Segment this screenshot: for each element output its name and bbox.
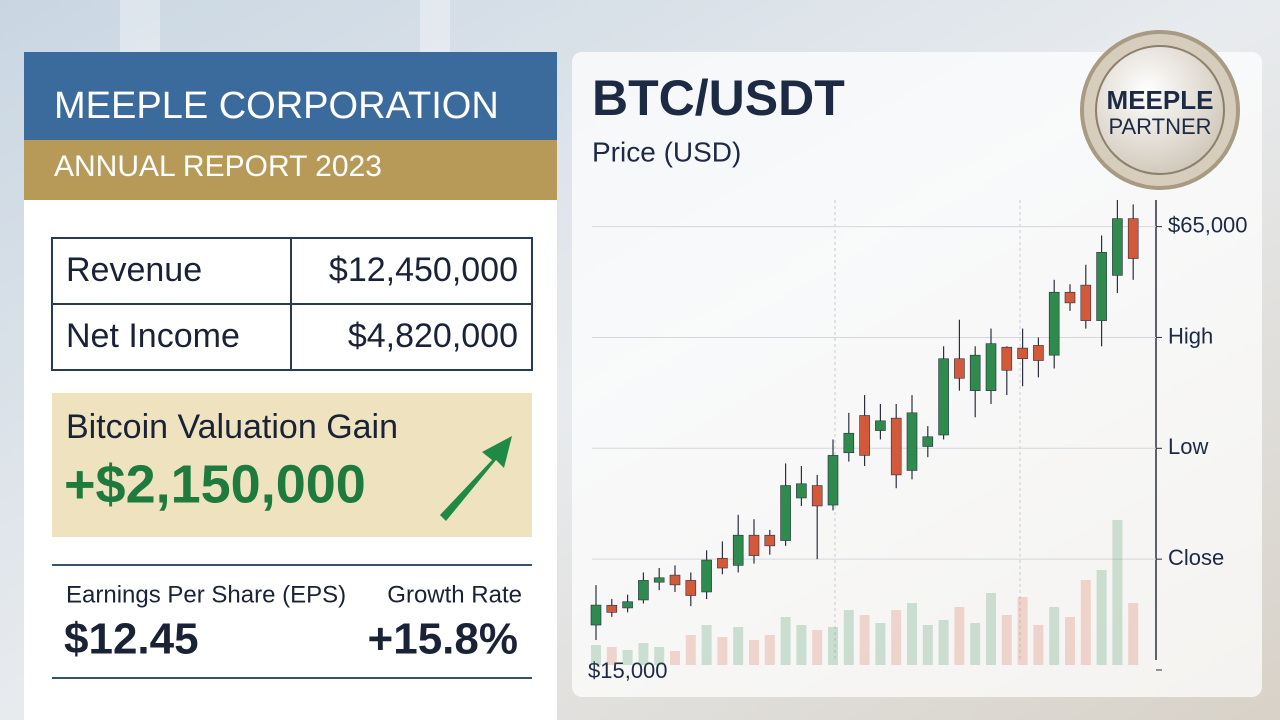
- candle-body: [669, 574, 681, 586]
- y-tick-label: $15,000: [588, 658, 668, 683]
- subheader-band: [24, 140, 557, 200]
- chart-panel: [572, 52, 1262, 697]
- candle-body: [843, 432, 855, 454]
- candle-body: [732, 534, 744, 566]
- header-band: [24, 52, 557, 140]
- volume-bar: [749, 640, 759, 665]
- candle-body: [969, 354, 981, 391]
- volume-bar: [1065, 617, 1075, 665]
- candle-body: [906, 412, 918, 471]
- volume-bar: [1096, 570, 1107, 665]
- candle-body: [780, 485, 791, 541]
- row-label: Net Income: [66, 317, 240, 355]
- volume-bar: [859, 615, 870, 665]
- volume-bar: [591, 645, 601, 665]
- candle-body: [1096, 252, 1107, 321]
- metric-label: Earnings Per Share (EPS): [66, 581, 346, 608]
- volume-bar: [1080, 580, 1091, 665]
- metric-value: +15.8%: [368, 615, 518, 664]
- volume-bar: [764, 635, 775, 665]
- volume-bar: [922, 625, 933, 665]
- volume-bar: [1112, 520, 1123, 665]
- candle-body: [653, 577, 665, 583]
- up-arrow: [440, 436, 512, 521]
- volume-bar: [685, 635, 696, 665]
- volume-bar: [843, 610, 854, 665]
- y-tick-label: Low: [1168, 434, 1208, 459]
- y-tick-label: Close: [1168, 545, 1224, 570]
- volume-bar: [970, 623, 981, 665]
- candle-body: [796, 483, 807, 499]
- highlight-value: +$2,150,000: [64, 454, 366, 514]
- volume-bar: [638, 643, 649, 665]
- volume-bar: [986, 593, 996, 665]
- candle-body: [1080, 284, 1092, 321]
- candle-body: [764, 534, 776, 547]
- candle-body: [622, 601, 633, 609]
- volume-bar: [812, 630, 823, 665]
- volume-bar: [717, 637, 728, 665]
- volume-bar: [670, 651, 680, 665]
- candle-body: [985, 343, 997, 391]
- candle-body: [1017, 347, 1028, 360]
- volume-bar: [1001, 615, 1012, 665]
- candle-body: [1127, 218, 1139, 259]
- candle-body: [938, 358, 949, 436]
- candle-body: [1048, 291, 1060, 356]
- candle-body: [701, 559, 712, 593]
- volume-bar: [1017, 597, 1028, 665]
- badge-text: PARTNER: [1108, 114, 1211, 139]
- row-value: $12,450,000: [329, 251, 518, 289]
- candle-body: [748, 534, 760, 556]
- volume-bar: [875, 623, 886, 665]
- volume-bar: [907, 603, 917, 665]
- y-tick-label: $65,000: [1168, 212, 1248, 237]
- volume-bar: [1128, 603, 1139, 665]
- volume-bar: [954, 607, 965, 665]
- volume-bar: [622, 650, 633, 665]
- y-tick-label: High: [1168, 323, 1213, 348]
- volume-bar: [828, 627, 838, 665]
- candle-body: [922, 436, 934, 447]
- candle-body: [606, 604, 618, 613]
- chart-subtitle: Price (USD): [592, 136, 741, 167]
- row-value: $4,820,000: [348, 317, 518, 355]
- candle-body: [1001, 346, 1013, 371]
- volume-bar: [938, 620, 949, 665]
- candle-body: [1064, 291, 1076, 304]
- volume-bar: [701, 625, 712, 665]
- company-name: MEEPLE CORPORATION: [54, 85, 499, 127]
- volume-bar: [891, 610, 902, 665]
- candle-body: [590, 604, 602, 626]
- badge: [1095, 45, 1225, 175]
- volume-bar: [1049, 607, 1060, 665]
- candle-body: [1033, 345, 1044, 361]
- report-title: ANNUAL REPORT 2023: [54, 150, 382, 183]
- candle-body: [875, 420, 886, 431]
- candle-body: [890, 417, 902, 476]
- row-label: Revenue: [66, 251, 202, 289]
- highlight-label: Bitcoin Valuation Gain: [66, 408, 398, 446]
- metric-label: Growth Rate: [387, 581, 522, 608]
- metric-value: $12.45: [64, 615, 199, 664]
- chart-title: BTC/USDT: [592, 70, 845, 126]
- volume-bar: [780, 617, 791, 665]
- volume-bar: [1033, 625, 1044, 665]
- candle-body: [954, 358, 965, 379]
- volume-bar: [654, 647, 665, 665]
- candle-body: [827, 455, 839, 506]
- plot: $15,000 Close Low High $65,000: [588, 200, 1248, 683]
- volume-bar: [606, 647, 617, 665]
- badge-text: MEEPLE: [1107, 85, 1214, 115]
- volume-bar: [733, 627, 744, 665]
- candle-body: [859, 415, 870, 456]
- candle-body: [717, 557, 728, 569]
- candle-body: [1112, 218, 1123, 276]
- candle-body: [811, 485, 823, 507]
- candle-body: [638, 580, 649, 601]
- candle-body: [685, 580, 697, 596]
- volume-bar: [796, 625, 807, 665]
